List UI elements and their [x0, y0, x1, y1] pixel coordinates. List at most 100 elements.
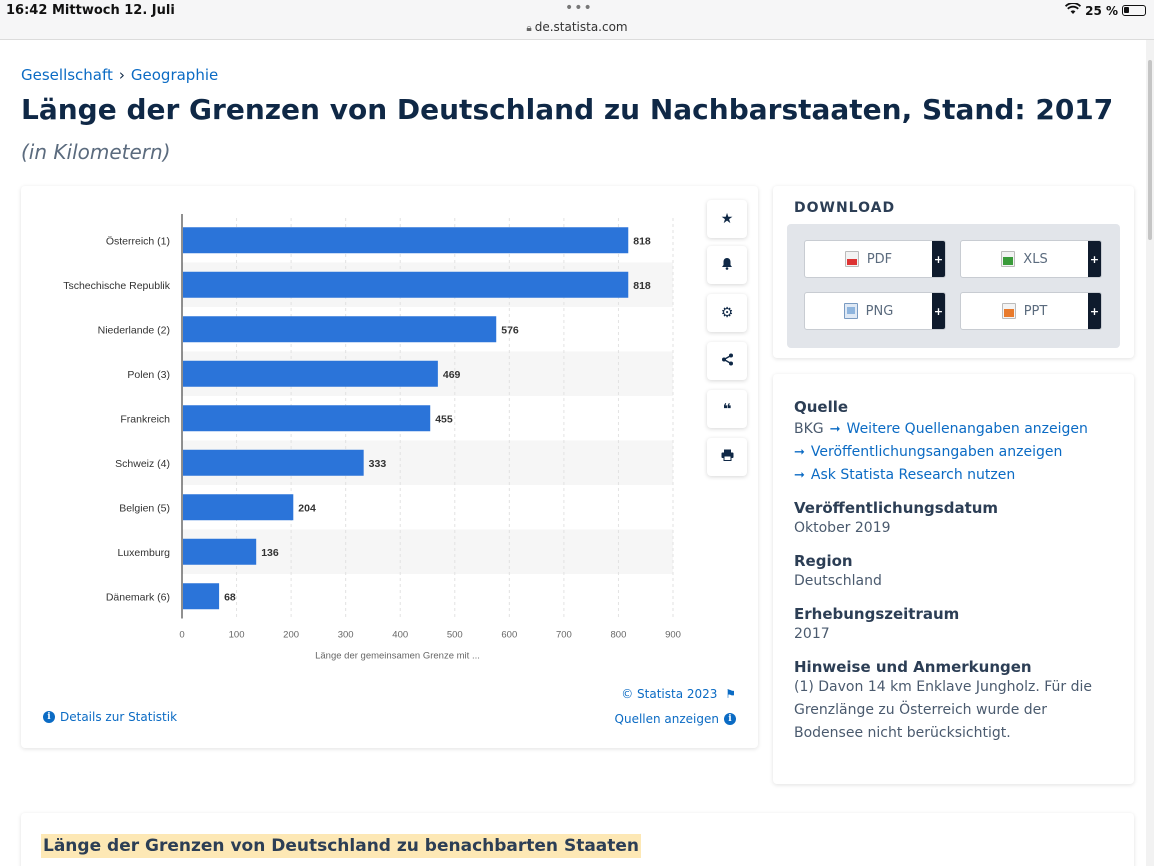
breadcrumb-item-geographie[interactable]: Geographie [130, 66, 219, 84]
more-sources-link[interactable]: Weitere Quellenangaben anzeigen [846, 421, 1088, 437]
breadcrumb-separator: › [118, 66, 125, 84]
pub-date-value: Oktober 2019 [794, 520, 891, 536]
x-tick-label: 200 [283, 630, 299, 641]
category-label: Tschechische Republik [63, 280, 171, 292]
x-tick-label: 0 [179, 630, 184, 641]
notes-title: Hinweise und Anmerkungen [794, 658, 1032, 676]
download-xls-plus[interactable]: + [1088, 241, 1101, 277]
category-label: Polen (3) [127, 369, 170, 381]
tab-overview-dots-icon[interactable]: ••• [565, 0, 593, 16]
x-tick-label: 400 [392, 630, 408, 641]
bar [183, 449, 364, 476]
research-row: ➞ Ask Statista Research nutzen [794, 464, 1114, 487]
download-pdf-label: PDF [866, 251, 893, 267]
status-date: Mittwoch 12. Juli [52, 3, 175, 18]
lock-icon: 🔒︎ [526, 23, 532, 34]
data-label: 204 [298, 502, 316, 514]
bar [183, 583, 220, 610]
breadcrumb-item-gesellschaft[interactable]: Gesellschaft [21, 66, 113, 84]
data-label: 455 [435, 413, 453, 425]
bar [183, 316, 497, 343]
arrow-right-icon: ➞ [829, 422, 841, 437]
data-label: 818 [633, 235, 651, 247]
download-xls-button[interactable]: XLS + [960, 240, 1102, 278]
source-row: BKG ➞ Weitere Quellenangaben anzeigen [794, 418, 1114, 441]
download-xls-label: XLS [1023, 251, 1048, 267]
bar [183, 405, 431, 432]
details-link[interactable]: i Details zur Statistik [43, 710, 177, 724]
publication-info-link[interactable]: Veröffentlichungsangaben anzeigen [810, 444, 1063, 460]
status-time: 16:42 [6, 3, 48, 18]
download-title: DOWNLOAD [794, 200, 896, 216]
statista-credit[interactable]: © Statista 2023 ⚑ [621, 687, 736, 701]
category-label: Österreich (1) [106, 235, 170, 247]
page-subtitle: (in Kilometern) [21, 140, 171, 164]
bar [183, 494, 294, 521]
download-pdf-plus[interactable]: + [932, 241, 945, 277]
share-icon [721, 353, 734, 370]
x-tick-label: 300 [338, 630, 354, 641]
address-bar[interactable]: 🔒︎ de.statista.com [0, 20, 1154, 34]
data-label: 333 [369, 458, 387, 470]
page-title: Länge der Grenzen von Deutschland zu Nac… [21, 93, 1114, 126]
x-tick-label: 500 [447, 630, 463, 641]
info-icon: i [43, 711, 55, 723]
data-label: 818 [633, 280, 651, 292]
data-label: 576 [501, 324, 519, 336]
chart-card: 0 100 200 300 400 500 600 700 800 900 Österreich (… [21, 186, 758, 748]
download-png-plus[interactable]: + [932, 293, 945, 329]
sources-link[interactable]: Quellen anzeigen i [615, 712, 736, 726]
ppt-file-icon [1001, 303, 1016, 319]
credit-text: © Statista 2023 [621, 687, 718, 701]
star-icon: ★ [720, 211, 734, 227]
period-value: 2017 [794, 626, 830, 642]
png-file-icon [843, 303, 858, 319]
bar-chart: 0 100 200 300 400 500 600 700 800 900 Österreich (… [63, 214, 681, 662]
info-icon: i [724, 713, 736, 725]
bar [183, 271, 629, 298]
download-png-button[interactable]: PNG + [804, 292, 946, 330]
region-title: Region [794, 552, 853, 570]
status-right: 25 % [1065, 2, 1146, 18]
research-link[interactable]: Ask Statista Research nutzen [810, 467, 1016, 483]
bar [183, 227, 629, 254]
download-card: DOWNLOAD PDF + XLS + PNG + PPT + [773, 186, 1134, 358]
download-png-label: PNG [865, 303, 894, 319]
x-axis-label: Länge der gemeinsamen Grenze mit ... [315, 651, 480, 662]
category-label: Frankreich [120, 413, 170, 425]
sources-link-label: Quellen anzeigen [614, 712, 719, 726]
pdf-file-icon [844, 251, 859, 267]
battery-percent: 25 % [1085, 3, 1118, 18]
xls-file-icon [1001, 251, 1016, 267]
data-label: 68 [224, 591, 236, 603]
x-tick-label: 900 [665, 630, 681, 641]
related-statistic-card: Länge der Grenzen von Deutschland zu ben… [21, 813, 1134, 866]
download-ppt-plus[interactable]: + [1088, 293, 1101, 329]
data-label: 136 [261, 547, 279, 559]
category-label: Schweiz (4) [115, 458, 170, 470]
download-ppt-label: PPT [1023, 303, 1048, 319]
wifi-icon [1065, 2, 1082, 18]
print-button[interactable] [707, 438, 747, 476]
favorite-button[interactable]: ★ [707, 200, 747, 238]
arrow-right-icon: ➞ [794, 468, 805, 483]
notification-button[interactable] [707, 246, 747, 284]
bell-icon [721, 257, 733, 274]
x-tick-label: 100 [229, 630, 245, 641]
notes-value: (1) Davon 14 km Enklave Jungholz. Für di… [794, 679, 1093, 741]
settings-button[interactable]: ⚙ [707, 294, 747, 332]
page: Gesellschaft › Geographie Länge der Gren… [0, 40, 1146, 866]
bar [183, 538, 257, 565]
share-button[interactable] [707, 342, 747, 380]
cite-button[interactable]: ❝ [707, 390, 747, 428]
download-ppt-button[interactable]: PPT + [960, 292, 1102, 330]
data-label: 469 [443, 369, 461, 381]
category-label: Niederlande (2) [98, 324, 170, 336]
scrollbar[interactable] [1146, 40, 1154, 866]
scrollbar-thumb[interactable] [1148, 60, 1152, 240]
x-tick-label: 800 [611, 630, 627, 641]
source-value: BKG [794, 421, 824, 437]
print-icon [721, 449, 734, 465]
download-pdf-button[interactable]: PDF + [804, 240, 946, 278]
x-tick-label: 700 [556, 630, 572, 641]
